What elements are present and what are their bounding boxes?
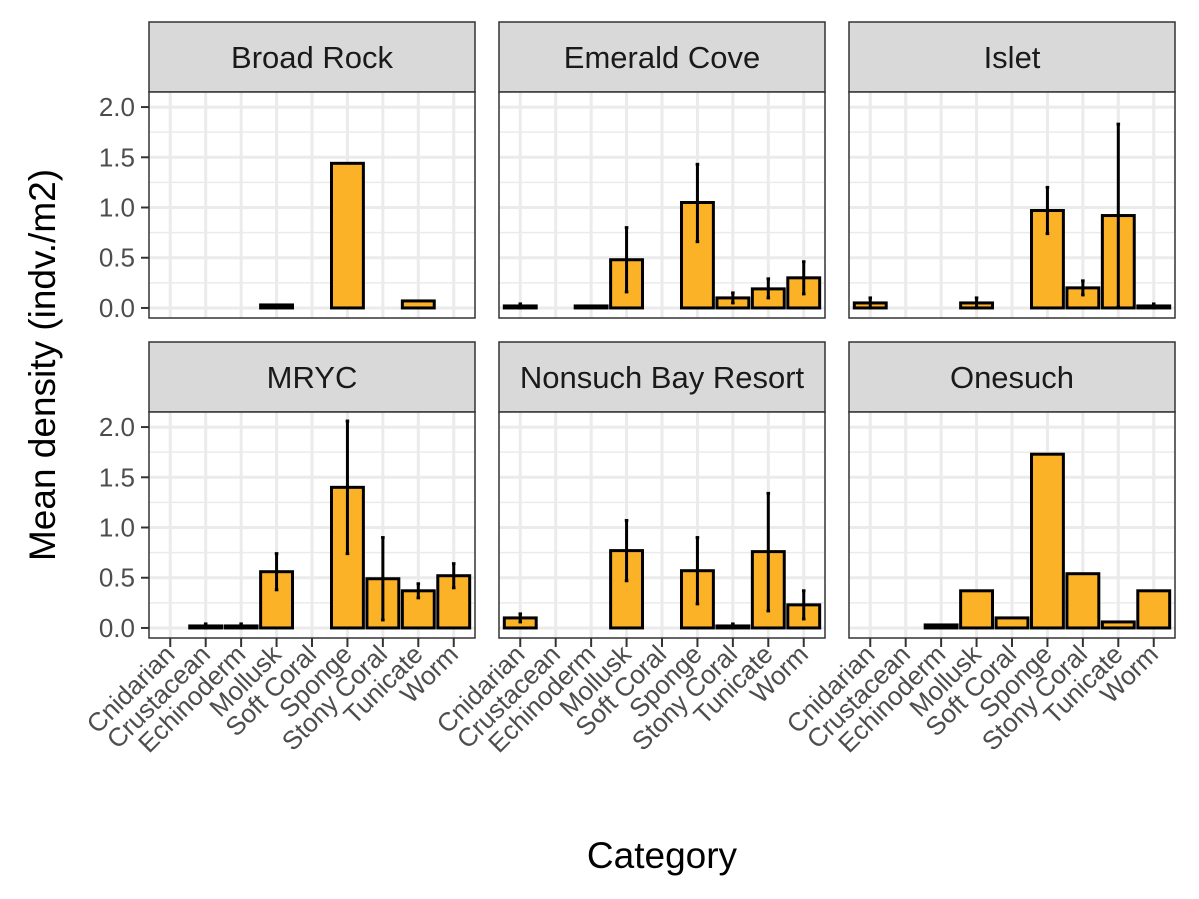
error-bar <box>868 296 873 310</box>
error-bar <box>695 162 700 244</box>
bar-soft-coral <box>994 616 1030 630</box>
y-tick-label: 1.5 <box>99 142 135 172</box>
error-bar <box>766 491 771 613</box>
error-bar <box>695 536 700 606</box>
panel-title: Emerald Cove <box>564 40 760 75</box>
y-axis-title: Mean density (indv./m2) <box>22 169 63 561</box>
bar-sponge <box>1029 452 1065 630</box>
panel-title: Broad Rock <box>231 40 393 75</box>
error-bar <box>766 277 771 300</box>
error-bar <box>518 612 523 624</box>
y-tick-label: 0.0 <box>99 293 135 323</box>
error-bar <box>801 589 806 621</box>
error-bar <box>624 518 629 583</box>
bar-worm <box>1136 589 1172 630</box>
error-bar <box>731 291 735 305</box>
panel-title: Islet <box>984 40 1041 75</box>
bar-mollusk <box>259 303 295 310</box>
panel-strip <box>148 21 476 93</box>
panel-title: Onesuch <box>950 360 1074 395</box>
y-tick-label: 0.5 <box>99 243 135 273</box>
panel-border <box>848 91 1176 319</box>
panel-border <box>498 91 826 319</box>
panel-strip <box>848 341 1176 413</box>
error-bar <box>203 622 208 630</box>
panel-2: Emerald Cove <box>498 21 826 319</box>
error-bar <box>518 302 523 310</box>
error-bar <box>1116 122 1121 309</box>
panels-layer: Broad Rock 0.0 0.5 1.0 1.5 2.0 Emerald Cove Isl… <box>81 21 1176 758</box>
bar-echinoderm <box>923 623 959 630</box>
panel-5: Nonsuch Bay ResortCnidarianCrustaceanEch… <box>431 341 826 758</box>
y-tick-label: 2.0 <box>99 412 135 442</box>
y-tick-label: 2.0 <box>99 92 135 122</box>
panel-strip <box>498 21 826 93</box>
y-tick-label: 0.5 <box>99 563 135 593</box>
error-bar <box>345 419 350 556</box>
error-bar <box>1151 302 1156 310</box>
error-bar <box>1081 279 1085 297</box>
bar-stony-coral <box>1065 572 1101 630</box>
error-bar <box>1045 185 1050 236</box>
error-bar <box>381 536 385 622</box>
y-tick-label: 1.0 <box>99 513 135 543</box>
panel-6: OnesuchCnidarianCrustaceanEchinodermMoll… <box>781 341 1176 758</box>
panel-strip <box>848 21 1176 93</box>
bar-mollusk <box>959 589 995 630</box>
error-bar <box>731 622 735 630</box>
y-tick-label: 1.0 <box>99 193 135 223</box>
bar-tunicate <box>1100 620 1136 630</box>
panel-strip <box>498 341 826 413</box>
error-bar <box>624 226 629 294</box>
error-bar <box>801 260 806 296</box>
error-bar <box>974 296 979 310</box>
panel-strip <box>148 341 476 413</box>
error-bar <box>274 552 279 592</box>
panel-title: MRYC <box>267 360 358 395</box>
y-tick-label: 1.5 <box>99 462 135 492</box>
error-bar <box>451 562 456 590</box>
y-tick-label: 0.0 <box>99 613 135 643</box>
panel-title: Nonsuch Bay Resort <box>520 360 805 395</box>
bar-tunicate <box>400 299 436 310</box>
panel-1: Broad Rock 0.0 0.5 1.0 1.5 2.0 <box>99 21 476 323</box>
panel-grid <box>499 92 825 318</box>
bar-sponge <box>329 161 365 310</box>
bar-echinoderm <box>573 304 609 310</box>
panel-border <box>148 91 476 319</box>
error-bar <box>239 622 243 630</box>
error-bar <box>416 582 421 600</box>
x-axis-title: Category <box>587 835 738 876</box>
panel-3: Islet <box>848 21 1176 319</box>
panel-4: MRYC0.00.51.01.52.0CnidarianCrustaceanEc… <box>81 341 476 758</box>
